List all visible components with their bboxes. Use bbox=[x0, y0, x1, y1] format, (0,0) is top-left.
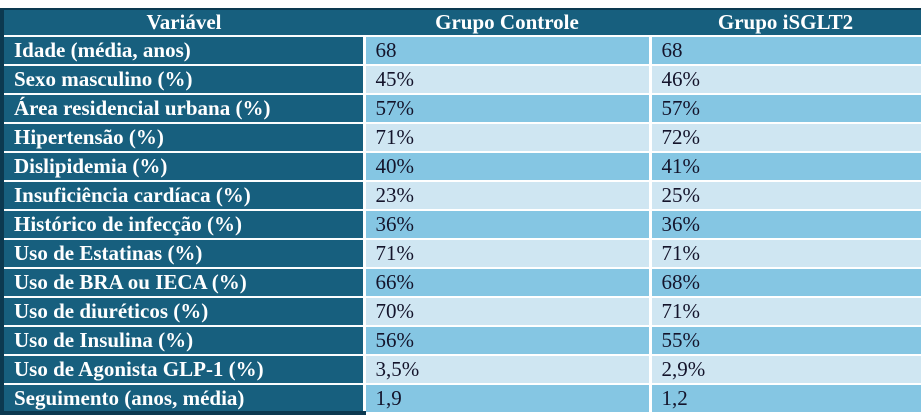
row-label: Uso de BRA ou IECA (%) bbox=[4, 267, 364, 297]
table-row: Uso de diuréticos (%) 70% 71% bbox=[4, 296, 921, 326]
table-row: Histórico de infecção (%) 36% 36% bbox=[4, 209, 921, 239]
cell-isglt2: 72% bbox=[648, 122, 921, 152]
cell-isglt2: 1,2 bbox=[648, 383, 921, 414]
cell-controle: 23% bbox=[362, 180, 650, 210]
cell-isglt2: 68 bbox=[648, 35, 921, 65]
table-row: Idade (média, anos) 68 68 bbox=[4, 35, 921, 65]
table-row: Uso de Agonista GLP-1 (%) 3,5% 2,9% bbox=[4, 354, 921, 384]
cell-isglt2: 57% bbox=[648, 93, 921, 123]
cell-controle: 70% bbox=[362, 296, 650, 326]
cell-isglt2: 71% bbox=[648, 238, 921, 268]
row-label: Uso de Insulina (%) bbox=[4, 325, 364, 355]
row-label: Insuficiência cardíaca (%) bbox=[4, 180, 364, 210]
cell-controle: 3,5% bbox=[362, 354, 650, 384]
row-label: Sexo masculino (%) bbox=[4, 64, 364, 94]
cell-isglt2: 55% bbox=[648, 325, 921, 355]
row-label: Hipertensão (%) bbox=[4, 122, 364, 152]
column-header-grupo-controle: Grupo Controle bbox=[364, 10, 650, 36]
cell-controle: 36% bbox=[362, 209, 650, 239]
row-label: Histórico de infecção (%) bbox=[4, 209, 364, 239]
row-label: Dislipidemia (%) bbox=[4, 151, 364, 181]
cell-controle: 68 bbox=[362, 35, 650, 65]
cell-isglt2: 2,9% bbox=[648, 354, 921, 384]
row-label: Idade (média, anos) bbox=[4, 35, 364, 65]
cell-controle: 57% bbox=[362, 93, 650, 123]
cell-isglt2: 46% bbox=[648, 64, 921, 94]
cell-controle: 1,9 bbox=[362, 383, 650, 414]
comparison-table: Variável Grupo Controle Grupo iSGLT2 Ida… bbox=[4, 10, 921, 415]
table-row: Insuficiência cardíaca (%) 23% 25% bbox=[4, 180, 921, 210]
row-label: Área residencial urbana (%) bbox=[4, 93, 364, 123]
column-header-grupo-isglt2: Grupo iSGLT2 bbox=[650, 10, 921, 36]
table-row: Área residencial urbana (%) 57% 57% bbox=[4, 93, 921, 123]
cell-controle: 71% bbox=[362, 238, 650, 268]
row-label: Uso de Agonista GLP-1 (%) bbox=[4, 354, 364, 384]
row-label: Seguimento (anos, média) bbox=[4, 383, 364, 415]
table-row: Seguimento (anos, média) 1,9 1,2 bbox=[4, 383, 921, 415]
row-label: Uso de Estatinas (%) bbox=[4, 238, 364, 268]
cell-isglt2: 68% bbox=[648, 267, 921, 297]
cell-isglt2: 36% bbox=[648, 209, 921, 239]
cell-isglt2: 71% bbox=[648, 296, 921, 326]
table-row: Uso de Estatinas (%) 71% 71% bbox=[4, 238, 921, 268]
table-row: Hipertensão (%) 71% 72% bbox=[4, 122, 921, 152]
cell-controle: 71% bbox=[362, 122, 650, 152]
cell-controle: 45% bbox=[362, 64, 650, 94]
row-label: Uso de diuréticos (%) bbox=[4, 296, 364, 326]
cell-isglt2: 25% bbox=[648, 180, 921, 210]
cell-controle: 66% bbox=[362, 267, 650, 297]
cell-controle: 56% bbox=[362, 325, 650, 355]
header-row: Variável Grupo Controle Grupo iSGLT2 bbox=[4, 10, 921, 36]
table-row: Dislipidemia (%) 40% 41% bbox=[4, 151, 921, 181]
table-row: Sexo masculino (%) 45% 46% bbox=[4, 64, 921, 94]
column-header-variable: Variável bbox=[4, 10, 364, 36]
table-row: Uso de Insulina (%) 56% 55% bbox=[4, 325, 921, 355]
cell-controle: 40% bbox=[362, 151, 650, 181]
cell-isglt2: 41% bbox=[648, 151, 921, 181]
comparison-table-container: Variável Grupo Controle Grupo iSGLT2 Ida… bbox=[0, 8, 921, 415]
table-row: Uso de BRA ou IECA (%) 66% 68% bbox=[4, 267, 921, 297]
